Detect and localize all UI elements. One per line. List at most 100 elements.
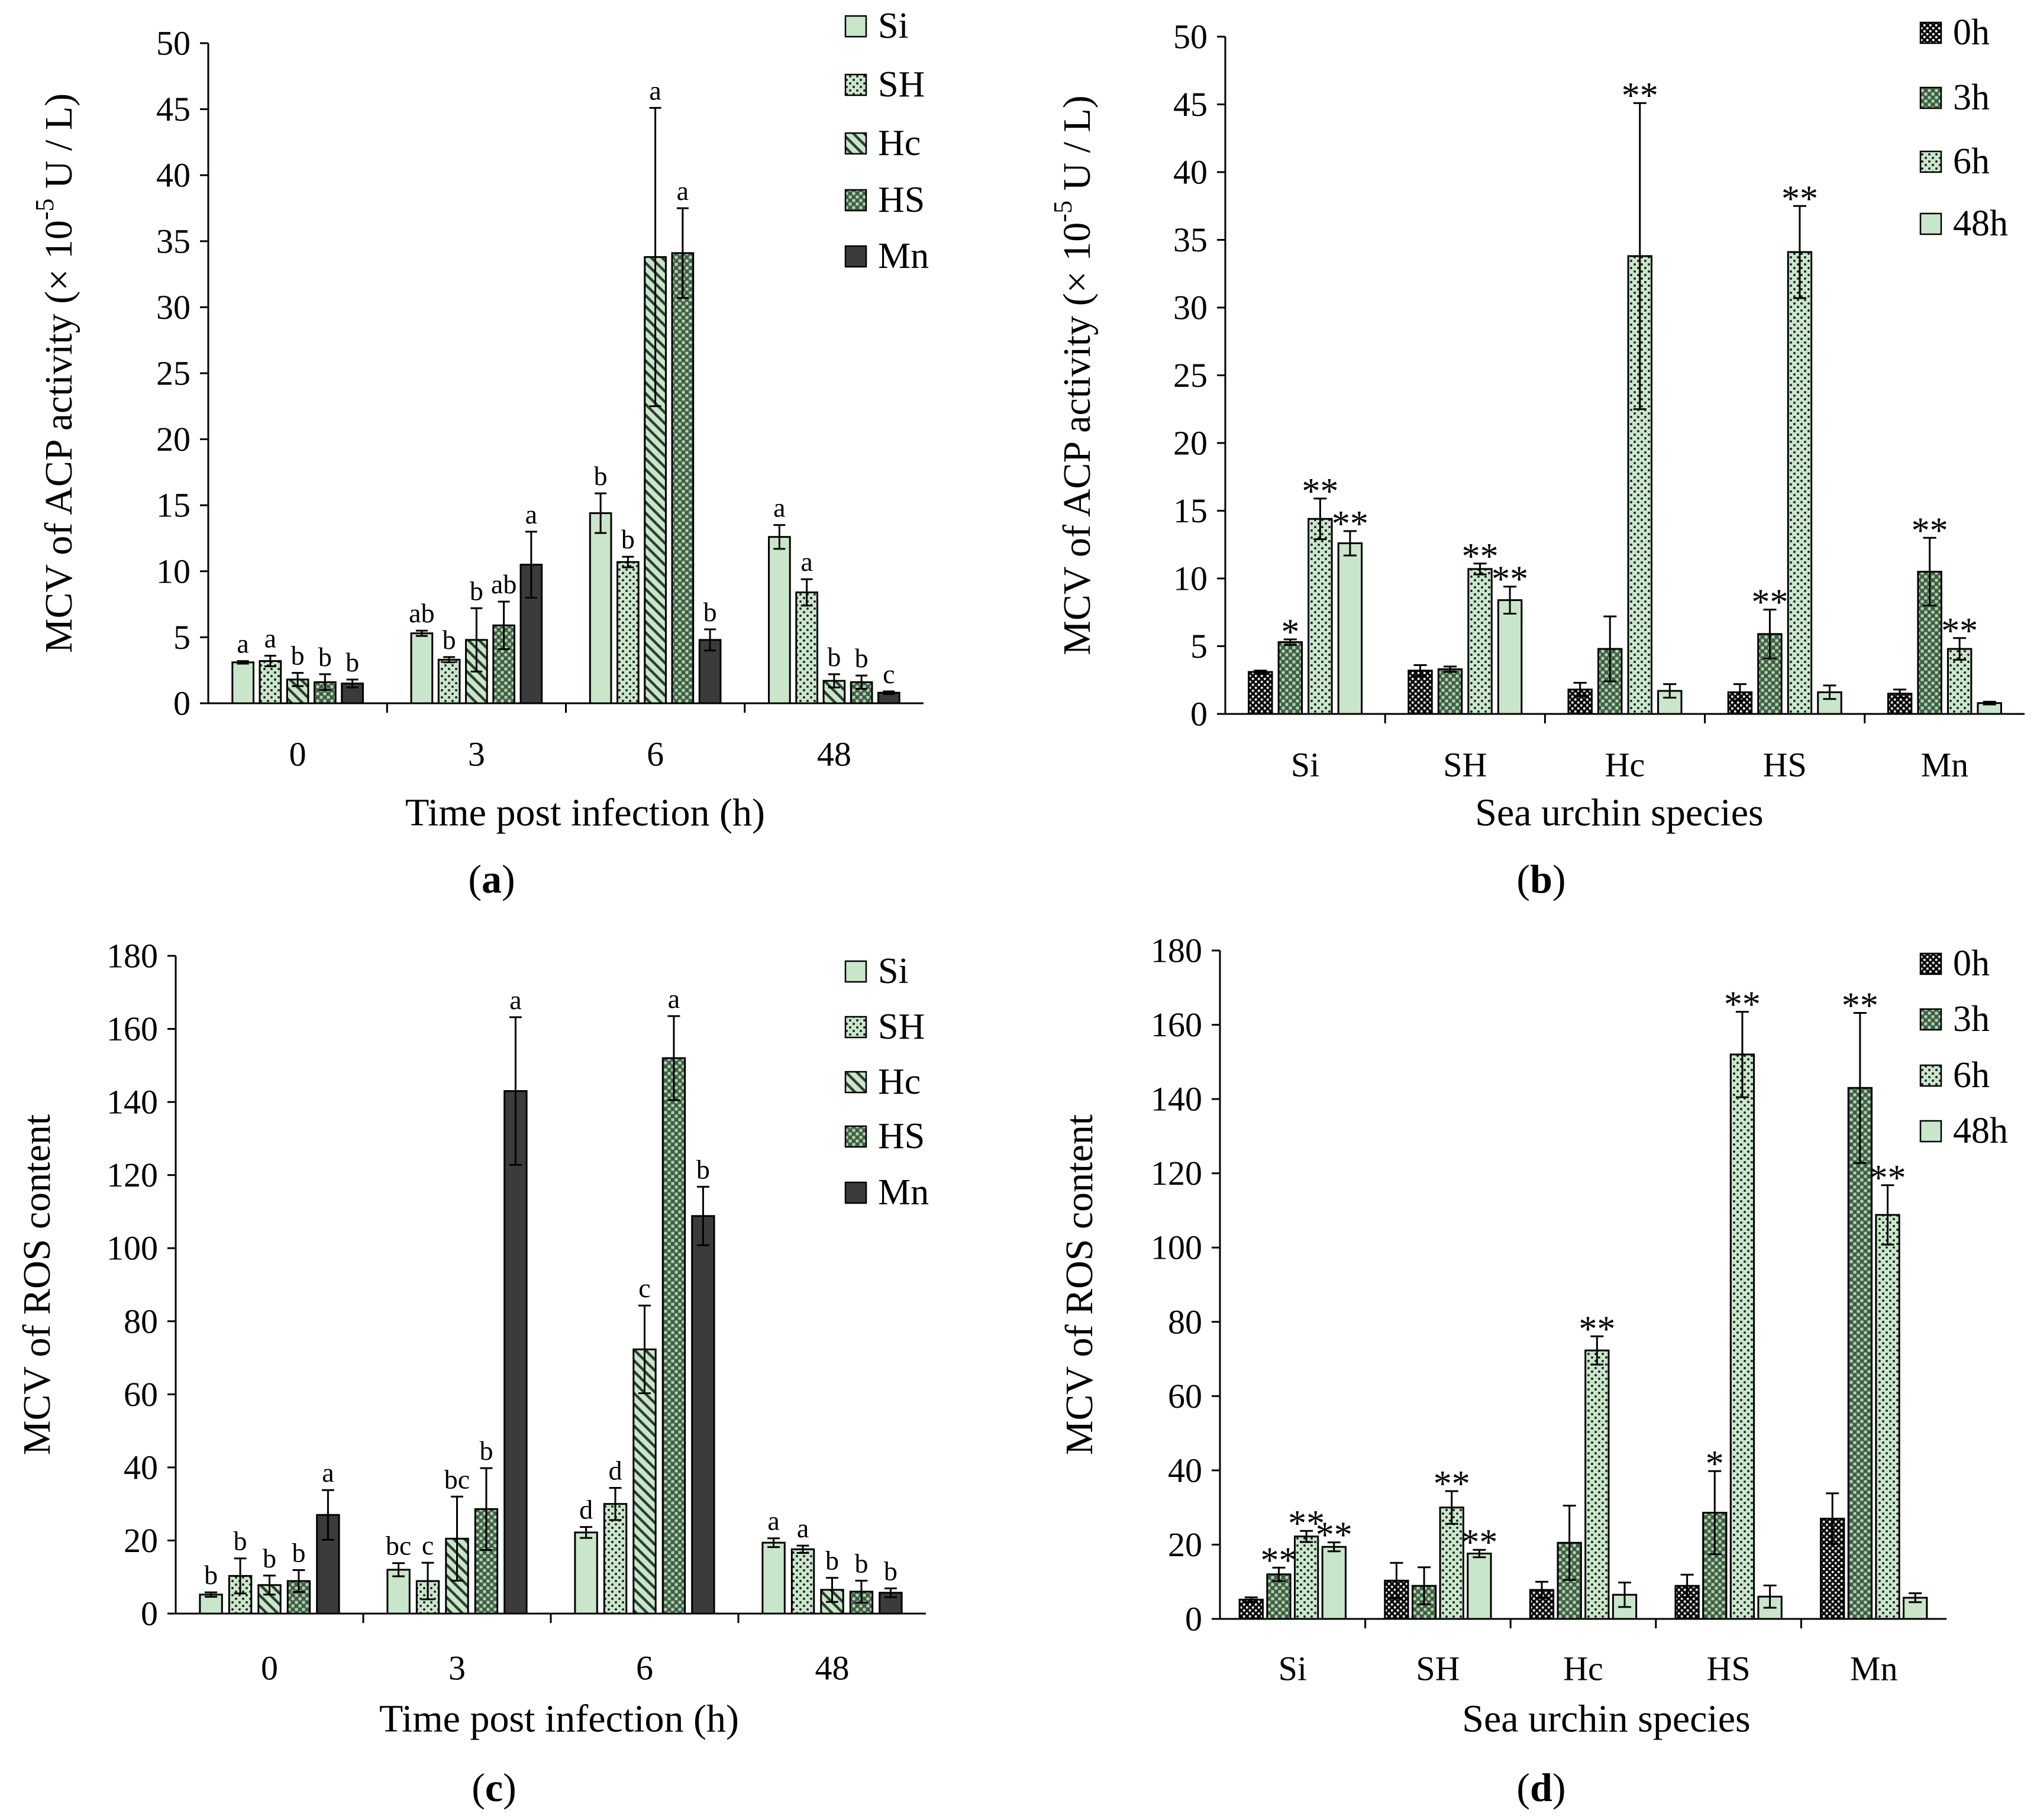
significance-letter: b [827,642,841,672]
panel-label-close: ) [502,856,515,901]
y-axis-title: MCV of ACP activity (× 10-5 U / L) [30,93,80,654]
y-tick-label: 0 [141,1595,158,1633]
significance-letter: ab [409,598,434,628]
bar-HS-6 [661,1057,686,1615]
x-tick-label: Hc [1563,1650,1603,1688]
y-tick-label: 20 [124,1521,158,1560]
legend-item: 0h [1919,12,1990,53]
legend-swatch [1919,1120,1942,1143]
y-tick-label: 20 [1173,424,1208,463]
y-tick-label: 35 [1173,221,1208,259]
x-axis-title: Time post infection (h) [379,1698,739,1741]
bar-SH-6 [616,561,640,704]
legend-item: 3h [1919,999,1990,1039]
y-tick-label: 50 [1173,18,1208,56]
significance-asterisk: ** [1332,504,1368,544]
significance-asterisk: ** [1751,583,1788,623]
legend-item: 48h [1919,1111,2008,1151]
legend-label: 48h [1953,203,2008,244]
legend-label: 0h [1953,943,1990,984]
y-tick-label: 0 [173,684,191,723]
significance-letter: b [443,625,456,655]
y-axis-title-text: MCV of ROS content [15,1114,59,1455]
legend-label: 3h [1953,77,1990,118]
bar-6h-SH [1467,568,1493,715]
bar-SH-3 [437,658,461,704]
significance-asterisk: ** [1260,1540,1297,1580]
significance-letter: b [292,1537,305,1567]
legend-item: Mn [844,236,929,276]
panel-label-open: ( [472,1765,485,1810]
y-tick-label: 0 [1190,695,1208,733]
significance-letter: c [638,1273,650,1303]
x-tick-label: 3 [468,735,485,774]
panel-label-letter: c [485,1765,503,1810]
bar-6h-Si [1293,1535,1319,1620]
y-axis-title-text: MCV of ROS content [1058,1114,1101,1455]
bar-Si-6 [589,512,612,704]
y-tick-label: 25 [156,354,191,393]
y-axis-title: MCV of ROS content [15,1114,59,1455]
legend-item: 6h [1919,1055,1990,1095]
y-tick-label: 180 [106,937,158,975]
y-tick-label: 30 [156,288,191,326]
significance-asterisk: ** [1316,1515,1352,1556]
y-tick-label: 120 [106,1156,158,1194]
y-axis-title-superscript: -5 [1048,201,1077,222]
significance-letter: b [318,642,332,672]
y-tick-label: 40 [124,1448,158,1486]
significance-letter: a [509,985,521,1015]
significance-letter: b [470,576,483,606]
legend-swatch [1919,952,1942,975]
x-tick-label: HS [1707,1650,1751,1688]
significance-asterisk: ** [1781,179,1818,219]
significance-letter: a [237,629,248,659]
panel-label: (b) [1516,856,1565,901]
legend-item: 48h [1919,203,2008,244]
panel-b-acp-by-species-chart: *******************05101520253035404550S… [1048,12,2025,901]
significance-letter: c [422,1530,434,1560]
significance-asterisk: ** [1912,510,1948,551]
legend-item: 0h [1919,943,1990,984]
x-tick-label: SH [1443,746,1487,784]
y-tick-label: 10 [1173,560,1208,598]
panel-label-open: ( [1516,1765,1530,1810]
y-tick-label: 20 [1168,1525,1202,1564]
legend-item: Hc [844,123,921,163]
bar-48h-Si [1337,542,1363,715]
x-axis-title: Time post infection (h) [405,791,765,835]
legend-item: Si [844,6,909,46]
legend-label: SH [878,64,925,105]
bar-48h-SH [1467,1553,1492,1620]
significance-letter: a [767,1506,779,1536]
panel-label-letter: b [1530,856,1552,901]
legend-item: HS [844,180,925,220]
legend-swatch [1919,150,1942,173]
y-axis-title-text: MCV of ACP activity (× 10 [1055,222,1099,655]
significance-letter: c [883,659,895,689]
x-tick-label: HS [1763,746,1807,784]
legend-label: HS [878,180,925,220]
bar-0h-SH [1408,670,1433,715]
bar-6h-HS [1787,251,1813,715]
y-tick-label: 180 [1151,932,1202,970]
y-tick-label: 15 [156,486,191,525]
significance-letter: b [696,1154,710,1184]
legend-swatch [1919,1008,1942,1031]
significance-letter: b [204,1560,218,1590]
legend-item: SH [844,1007,925,1047]
y-tick-label: 45 [1173,85,1208,124]
bar-48h-SH [1497,599,1523,715]
y-tick-label: 30 [1173,289,1208,327]
legend-label: Mn [878,1172,929,1213]
bar-Si-0 [231,661,254,704]
legend-label: 6h [1953,1055,1990,1095]
significance-letter: a [264,623,276,654]
y-tick-label: 140 [1151,1080,1202,1118]
x-tick-label: Hc [1605,746,1645,784]
significance-letter: a [797,1513,809,1543]
legend-label: 48h [1953,1111,2008,1151]
panel-label: (c) [472,1765,516,1810]
y-tick-label: 35 [156,222,191,260]
